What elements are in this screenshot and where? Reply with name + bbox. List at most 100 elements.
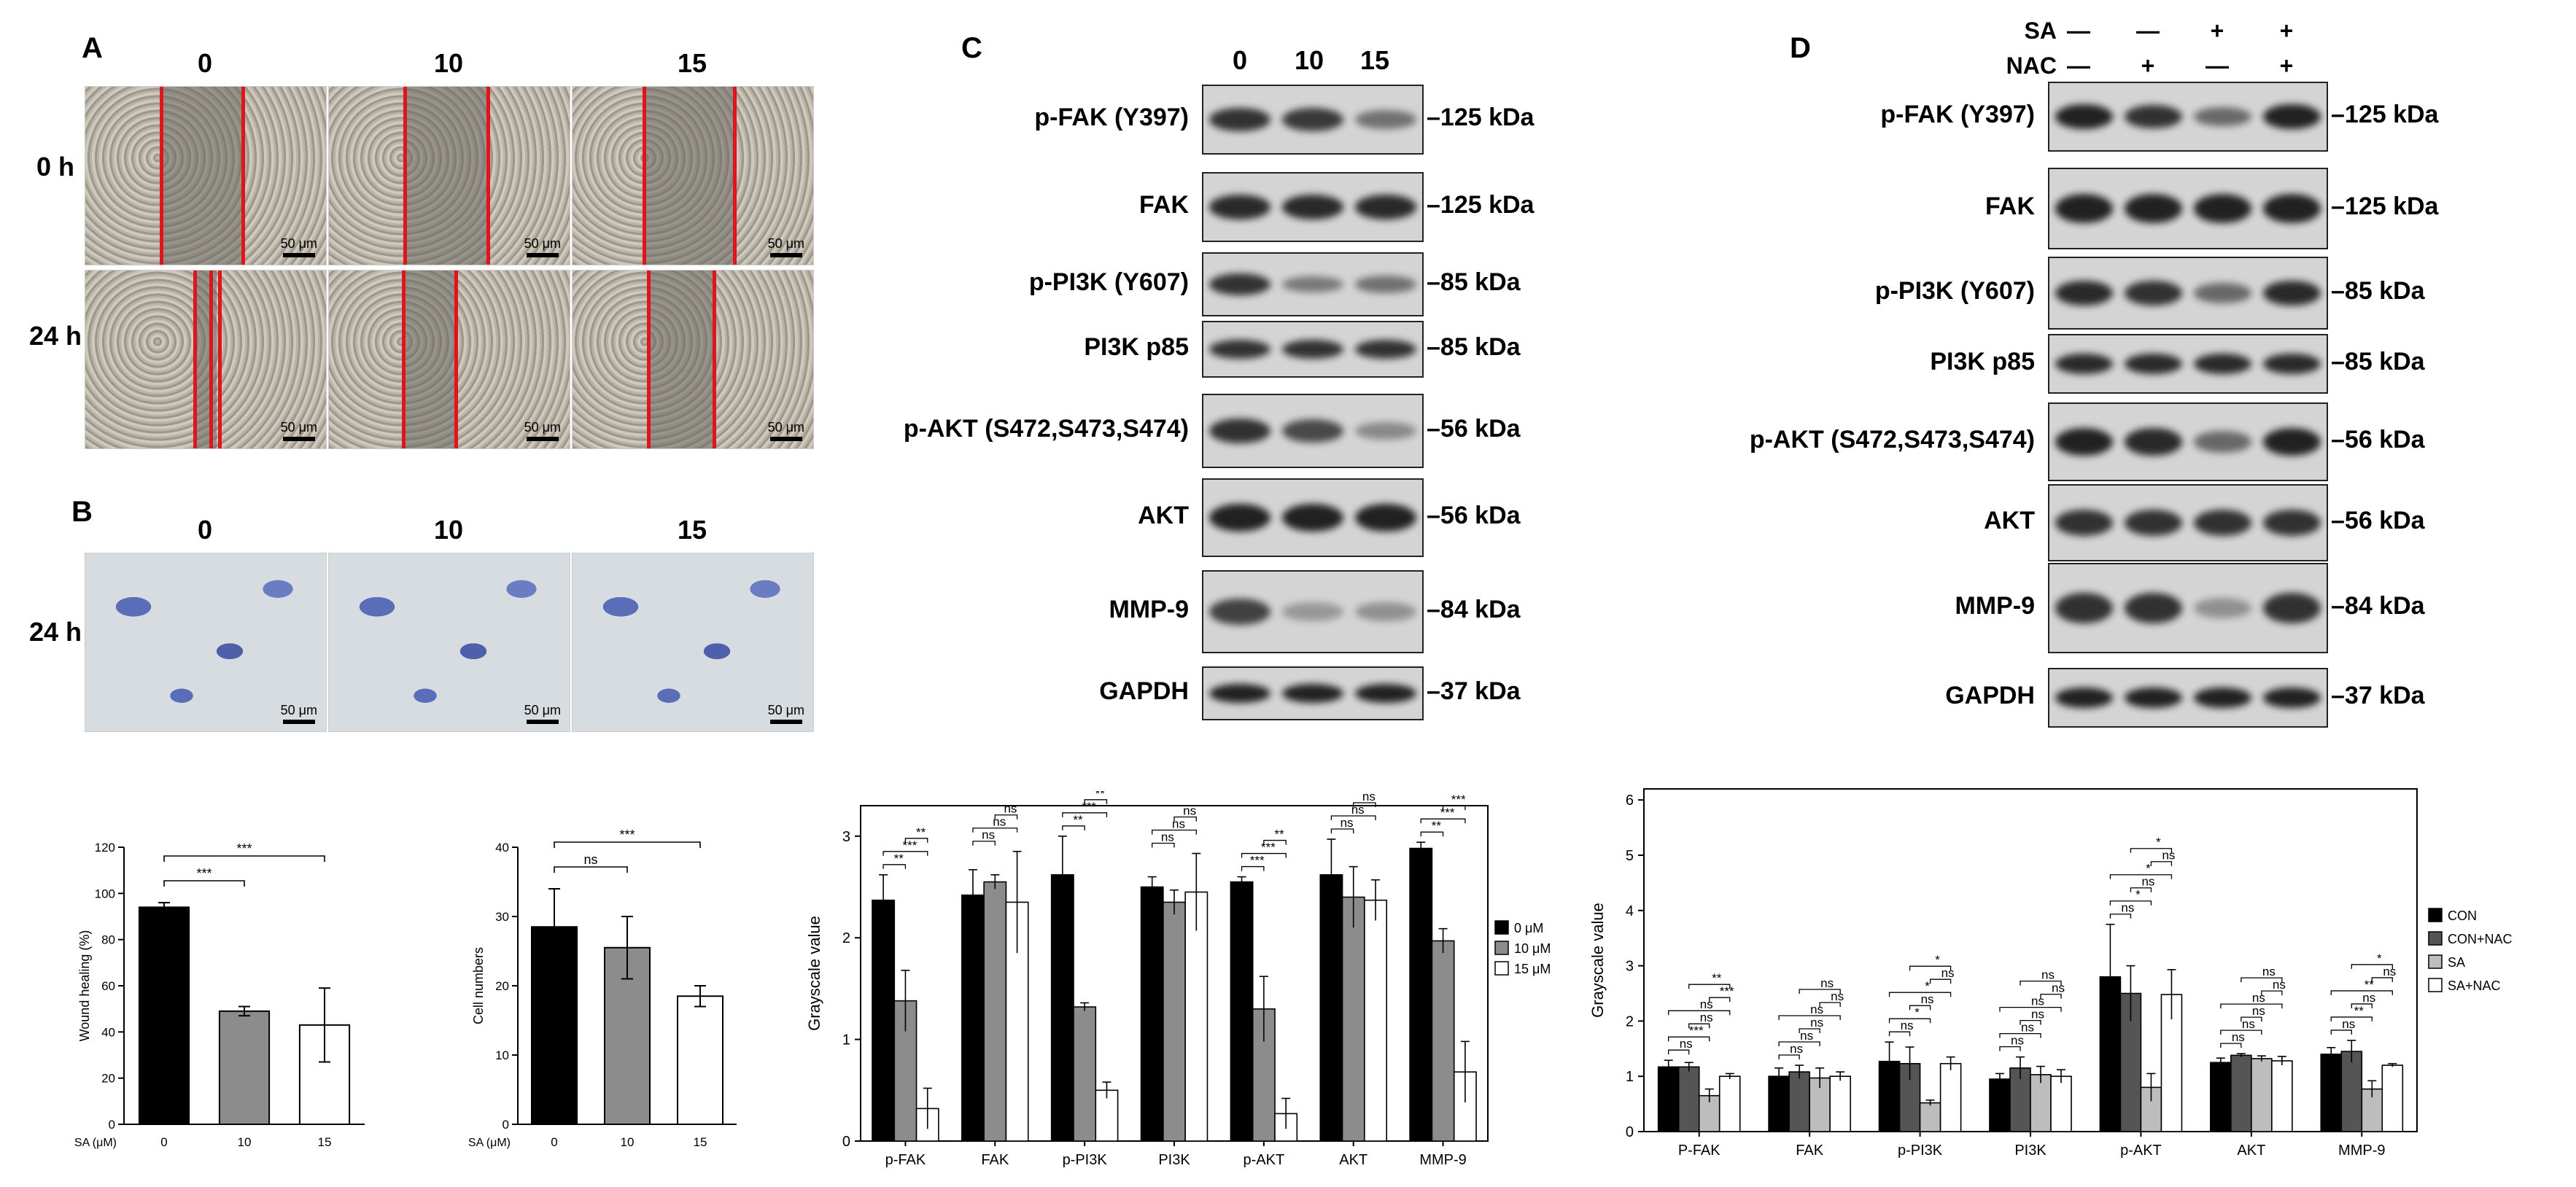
blot-label: PI3K p85 [1930, 348, 2035, 375]
significance-label: ** [2364, 978, 2375, 992]
nac-sign: — [2205, 52, 2229, 79]
significance-label: ns [1941, 966, 1955, 980]
blot-band [1355, 276, 1416, 293]
significance-bracket [1668, 1049, 1690, 1055]
significance-bracket [1668, 1010, 1731, 1016]
micrograph-24h-10: 50 μm [328, 270, 570, 449]
panel-c-dose-10: 10 [1294, 45, 1324, 75]
significance-label: ns [1172, 817, 1185, 831]
bar [677, 995, 723, 1125]
significance-bracket [1888, 1018, 1931, 1024]
blot-band [1355, 421, 1416, 440]
x-tick-label: 10 [621, 1135, 635, 1149]
legend-label: SA+NAC [2448, 978, 2501, 993]
significance-bracket [554, 841, 701, 848]
significance-bracket [1330, 828, 1354, 833]
y-axis-label: Grayscale value [1588, 903, 1607, 1018]
blot-band [2124, 687, 2183, 709]
significance-bracket [1420, 818, 1466, 824]
blot-band [1282, 602, 1343, 621]
blot-kda: –37 kDa [2331, 682, 2425, 709]
x-axis-prefix: SA (μM) [468, 1137, 511, 1149]
blot-band [2055, 592, 2114, 624]
panel-b-dose-0: 0 [197, 515, 213, 545]
legend-swatch [2428, 931, 2443, 946]
blot-band [1355, 195, 1416, 219]
blot-label: FAK [1985, 192, 2035, 220]
x-tick-label: MMP-9 [2338, 1143, 2385, 1159]
bar [2210, 1062, 2232, 1132]
significance-bracket [1241, 865, 1265, 871]
blot-band [1355, 503, 1416, 532]
blot-band [1355, 602, 1416, 622]
significance-bracket [1888, 1031, 1911, 1037]
bar [1319, 873, 1343, 1142]
significance-bracket [1778, 1015, 1841, 1021]
blot-label: p-PI3K (Y607) [1874, 277, 2035, 305]
significance-bracket [1999, 1033, 2041, 1038]
bar [1073, 1006, 1097, 1142]
x-tick-label: p-AKT [1244, 1152, 1285, 1168]
significance-bracket [994, 814, 1018, 820]
blot-band [2262, 592, 2321, 624]
significance-label: *** [902, 838, 917, 852]
significance-bracket [1442, 805, 1466, 811]
significance-label: ns [2262, 965, 2276, 978]
blot-band [2193, 193, 2252, 223]
blot-kda: –85 kDa [2331, 348, 2425, 375]
y-tick-label: 0 [503, 1118, 509, 1132]
significance-bracket [2109, 900, 2152, 906]
bar [1341, 896, 1365, 1142]
bar [2320, 1054, 2343, 1132]
significance-bracket [2040, 994, 2062, 999]
legend-label: 0 μM [1514, 921, 1543, 935]
blot-image [1202, 172, 1424, 242]
significance-label: ns [2021, 1021, 2034, 1035]
significance-label: ns [2252, 1004, 2265, 1018]
x-tick-label: 0 [160, 1135, 167, 1149]
y-tick-label: 20 [101, 1072, 115, 1086]
significance-bracket [1929, 978, 1952, 984]
significance-bracket [1999, 1007, 2062, 1012]
bar [2340, 1051, 2363, 1132]
significance-bracket [1152, 842, 1175, 848]
blot-band [2193, 106, 2252, 127]
blot-kda: –125 kDa [1427, 191, 1535, 219]
blot-band [2055, 104, 2114, 130]
x-tick-label: 10 [238, 1135, 252, 1149]
significance-bracket [163, 880, 245, 887]
y-tick-label: 5 [1626, 848, 1634, 864]
blot-label: FAK [1139, 191, 1189, 219]
nac-sign: + [2279, 52, 2294, 79]
blot-band [2262, 510, 2321, 536]
significance-label: *** [196, 866, 212, 881]
bar [983, 881, 1007, 1142]
blot-image [2048, 563, 2328, 653]
blot-band [2262, 280, 2321, 306]
transwell-15: 50 μm [572, 553, 814, 732]
blot-band [2124, 104, 2183, 129]
legend-label: CON [2448, 908, 2477, 923]
blot-kda: –125 kDa [1427, 104, 1535, 131]
significance-bracket [2351, 1003, 2373, 1008]
blot-band [2193, 431, 2252, 453]
blot-image [1202, 478, 1424, 557]
significance-label: ** [1073, 813, 1083, 827]
blot-band [2193, 283, 2252, 303]
blot-kda: –84 kDa [1427, 596, 1521, 623]
significance-bracket [882, 864, 907, 869]
significance-bracket [2330, 1030, 2352, 1035]
legend-swatch [2428, 954, 2443, 969]
legend-label: CON+NAC [2448, 932, 2513, 946]
legend-swatch [2428, 908, 2443, 922]
sa-sign: + [2210, 17, 2224, 44]
panel-b-row-24h: 24 h [29, 617, 82, 647]
significance-bracket [2220, 1030, 2262, 1035]
y-tick-label: 120 [95, 841, 115, 855]
blot-kda: –56 kDa [1427, 415, 1521, 443]
significance-label: *** [236, 841, 252, 856]
blot-band [2124, 193, 2183, 223]
significance-label: ** [2354, 1004, 2364, 1018]
wound-healing-chart: 0 20 40 60 80 100 120 Wound healing (%) 0 10 15 SA … [74, 841, 365, 1149]
significance-bracket [1778, 1041, 1820, 1047]
